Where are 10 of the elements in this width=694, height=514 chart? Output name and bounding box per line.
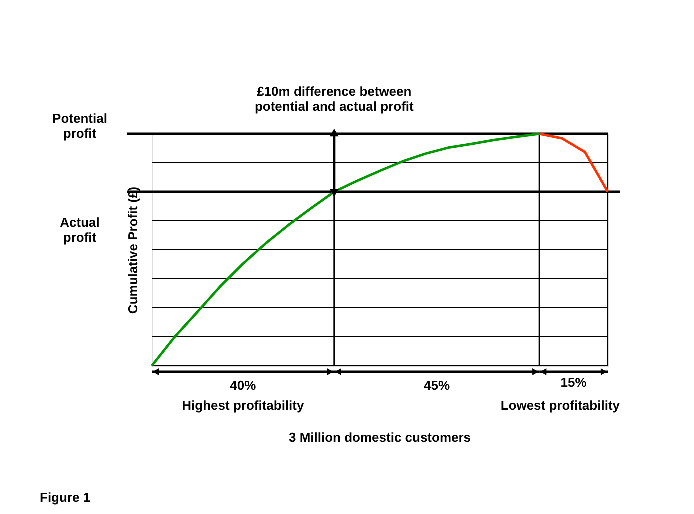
caption: Figure 1 [40,490,91,505]
text: 40% [230,378,257,393]
text: Lowest profitability [500,398,621,413]
text: £10m difference between potential and actual profit [254,84,415,114]
text: 15% [560,375,588,390]
text: Highest profitability [182,398,305,413]
ref-line-label: Actual profit [60,215,100,245]
text: 3 Million domestic customers [288,430,472,445]
ref-line-label: Potential profit [52,111,108,141]
text: 45% [424,378,450,393]
